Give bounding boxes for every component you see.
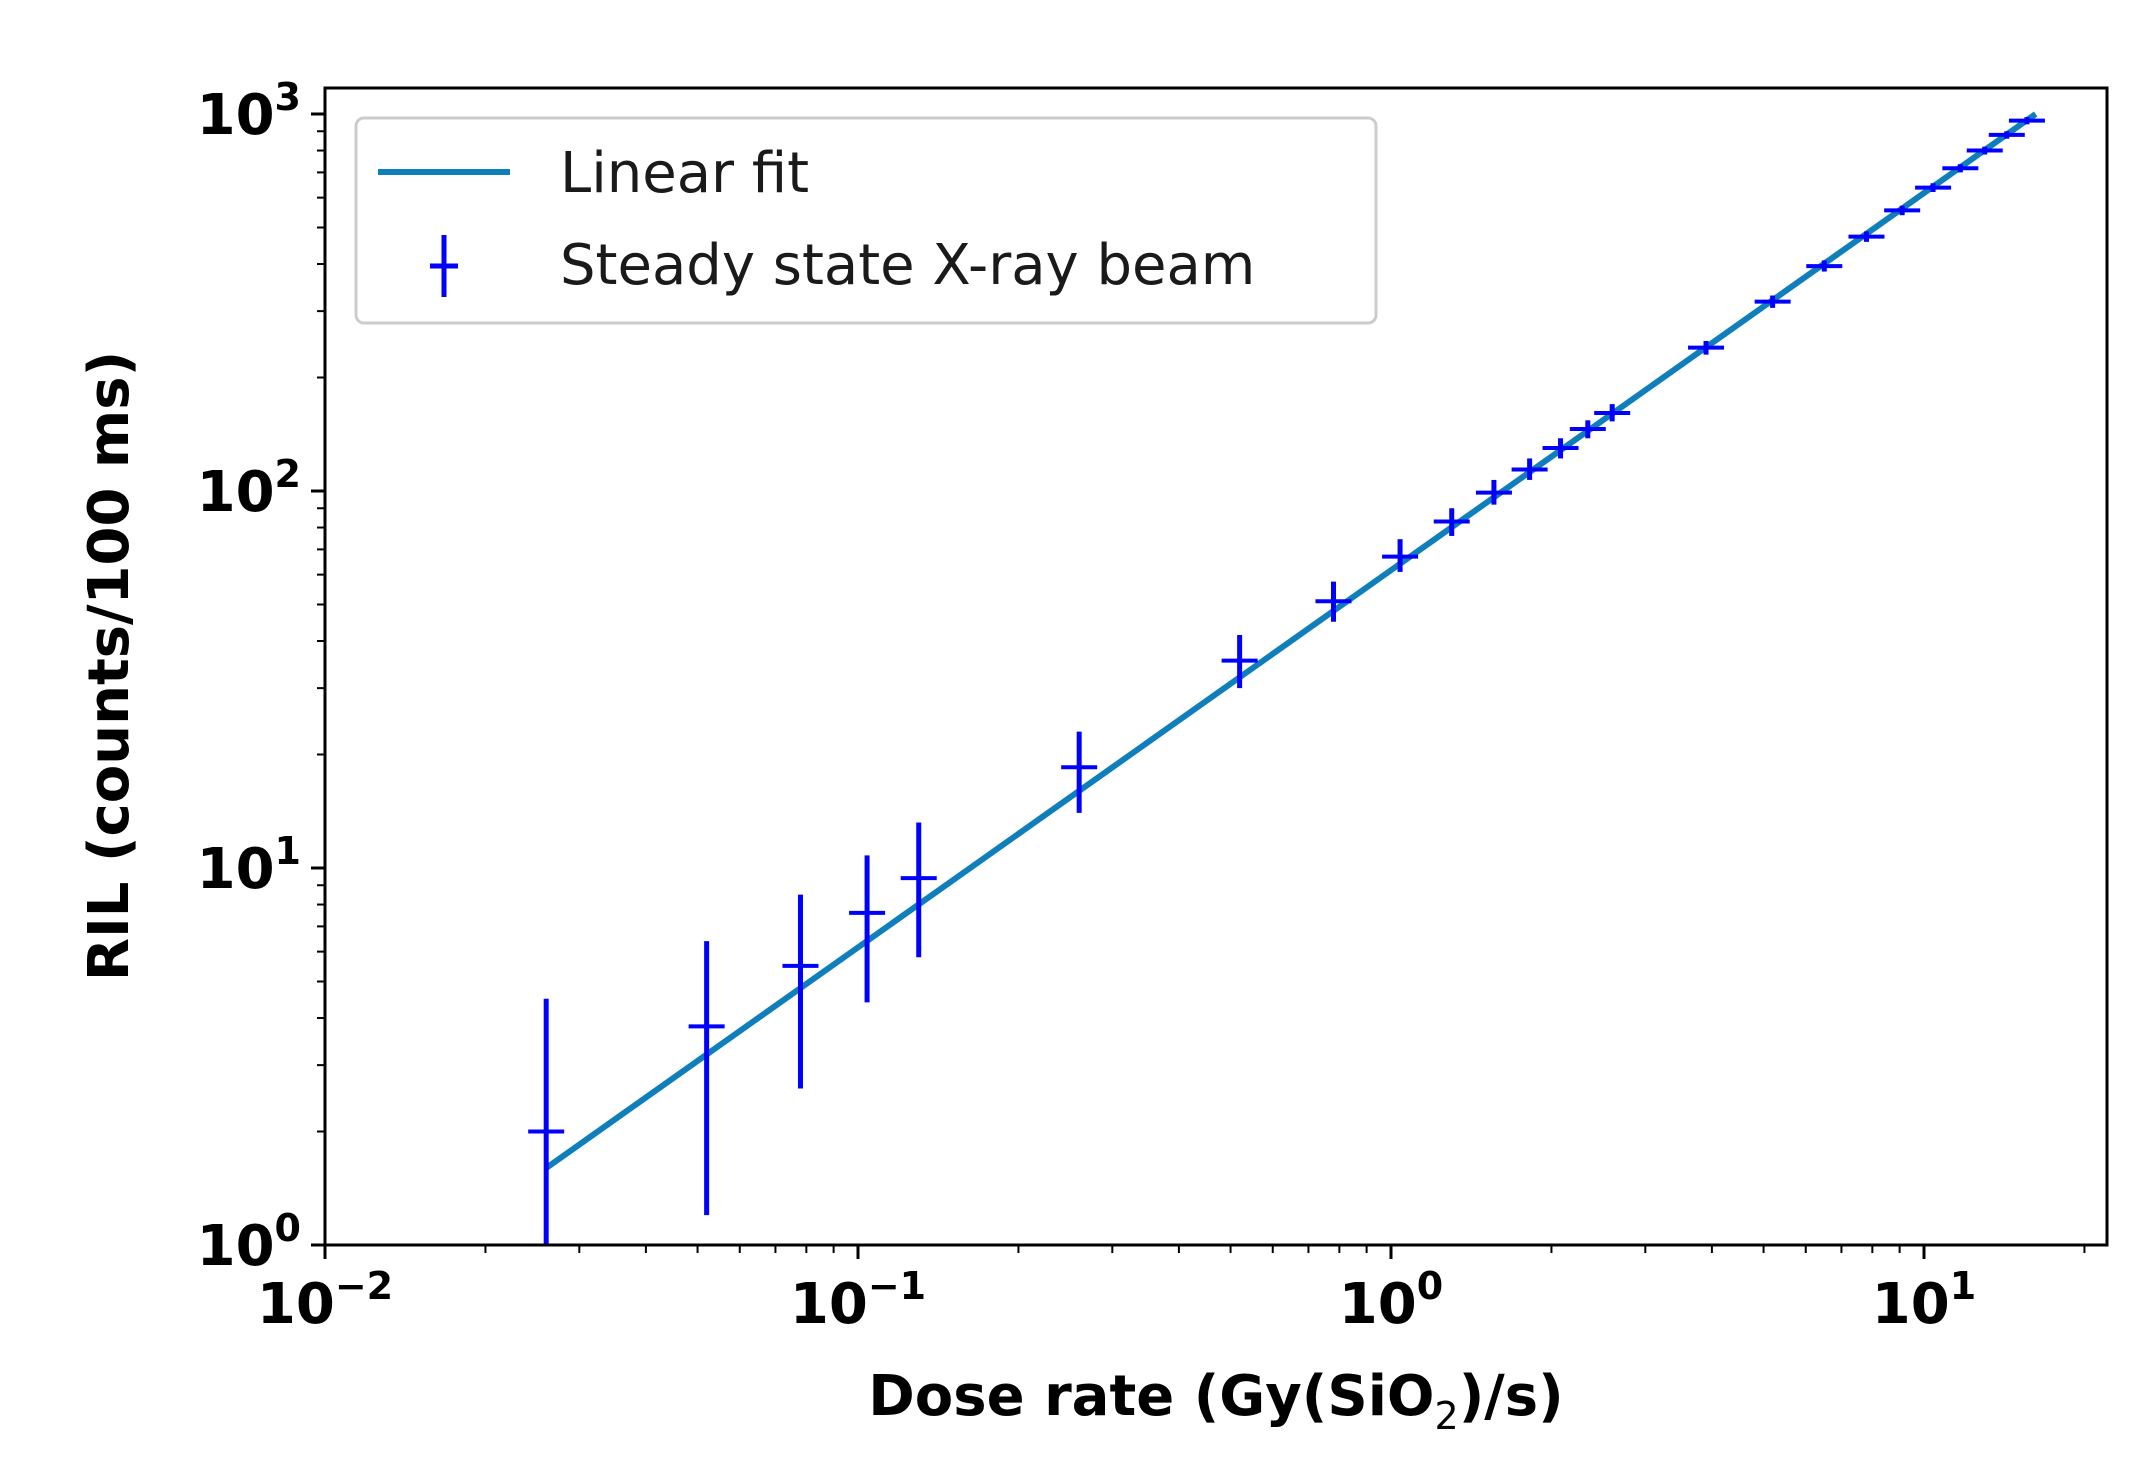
y-tick-label: 101 <box>197 829 301 902</box>
data-point <box>1966 146 2003 155</box>
x-axis-label-subscript: 2 <box>1435 1394 1459 1438</box>
data-point <box>1315 581 1352 622</box>
fit-line <box>544 111 2038 1171</box>
data-point <box>1569 420 1606 439</box>
y-axis-label: RIL (counts/100 ms) <box>77 351 142 981</box>
y-tick-label: 100 <box>197 1206 301 1279</box>
data-point <box>849 855 886 1003</box>
data-point <box>2008 117 2045 125</box>
y-tick-label-base: 10 <box>197 837 275 902</box>
data-point <box>1688 340 1725 355</box>
data-point <box>1433 508 1470 536</box>
y-tick-label: 103 <box>197 75 301 148</box>
plot-frame <box>323 86 2109 1247</box>
x-tick-label: 101 <box>1872 1264 1976 1337</box>
x-tick-label-exponent: −1 <box>868 1264 926 1308</box>
y-tick-label-exponent: 2 <box>275 452 301 496</box>
data-point <box>1475 479 1512 505</box>
x-axis-label: Dose rate (Gy(SiO2)/s) <box>868 1364 1563 1438</box>
data-point <box>1511 458 1548 480</box>
y-tick-label-base: 10 <box>197 83 275 148</box>
data-point <box>1382 539 1419 572</box>
y-tick-label: 102 <box>197 452 301 525</box>
y-tick-label-exponent: 3 <box>275 75 301 119</box>
x-tick-label-exponent: 0 <box>1417 1264 1443 1308</box>
x-axis-label-prefix: Dose rate (Gy(SiO <box>868 1364 1434 1429</box>
x-tick-label-base: 10 <box>257 1272 335 1337</box>
x-tick-label: 100 <box>1339 1264 1443 1337</box>
x-tick-label-exponent: −2 <box>335 1264 393 1308</box>
data-point <box>782 894 819 1089</box>
data-point <box>1754 295 1791 308</box>
data-point <box>900 822 937 958</box>
x-tick-label-exponent: 1 <box>1950 1264 1976 1308</box>
data-point <box>688 941 725 1216</box>
data-point <box>1848 231 1885 242</box>
x-axis-label-suffix: )/s) <box>1459 1364 1564 1429</box>
data-point <box>1221 634 1258 689</box>
x-tick-label-base: 10 <box>1339 1272 1417 1337</box>
x-major-ticks: 10−2 10−1 100 101 <box>257 1245 1976 1337</box>
data-point <box>1942 164 1979 173</box>
errorbars <box>528 117 2045 1245</box>
data-point <box>528 998 565 1245</box>
data-point <box>1542 438 1579 459</box>
legend-label-linear-fit: Linear fit <box>560 141 809 206</box>
legend: Linear fit Steady state X-ray beam <box>354 116 1378 325</box>
data-point <box>1806 260 1843 272</box>
data-point <box>1884 205 1921 216</box>
legend-box <box>354 116 1378 325</box>
x-tick-label-base: 10 <box>1872 1272 1950 1337</box>
x-tick-label: 10−2 <box>257 1264 393 1337</box>
y-tick-label-exponent: 0 <box>275 1206 301 1250</box>
x-tick-label-base: 10 <box>790 1272 868 1337</box>
y-tick-label-base: 10 <box>197 1214 275 1279</box>
legend-label-steady-state: Steady state X-ray beam <box>560 233 1255 298</box>
data-point <box>1594 404 1631 422</box>
data-point <box>1061 731 1098 813</box>
y-tick-label-base: 10 <box>197 460 275 525</box>
x-tick-label: 10−1 <box>790 1264 926 1337</box>
data-point <box>1915 183 1952 193</box>
data-point <box>1988 131 2025 139</box>
y-tick-label-exponent: 1 <box>275 829 301 873</box>
